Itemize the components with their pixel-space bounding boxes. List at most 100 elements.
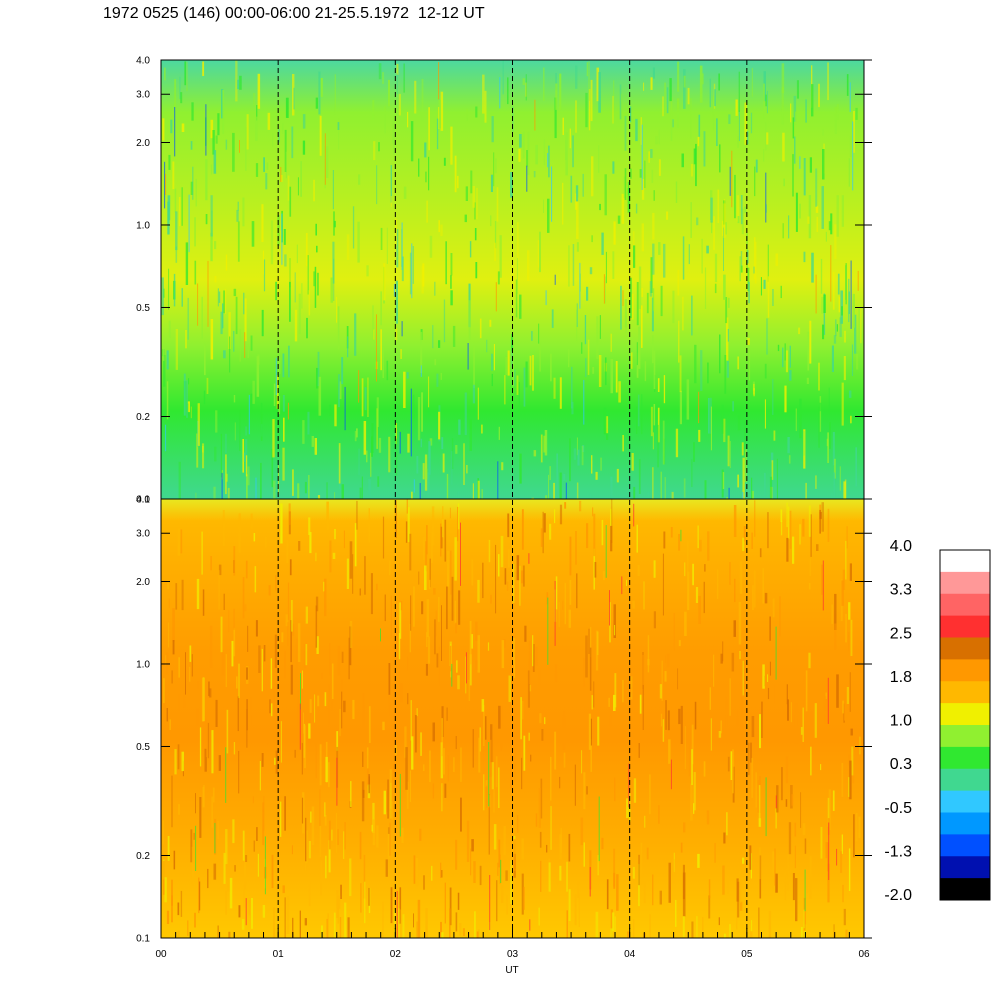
texture-streak — [352, 206, 355, 249]
texture-streak — [313, 271, 316, 287]
texture-streak — [195, 178, 197, 207]
texture-streak — [855, 812, 858, 842]
texture-streak — [816, 216, 819, 232]
texture-streak — [855, 447, 857, 487]
texture-streak — [266, 162, 269, 170]
texture-streak — [283, 229, 286, 245]
texture-streak — [827, 432, 829, 463]
texture-streak — [568, 349, 570, 368]
texture-streak — [821, 186, 824, 229]
texture-streak — [217, 925, 219, 938]
texture-streak — [505, 356, 508, 375]
texture-streak — [489, 875, 491, 931]
texture-streak — [462, 928, 465, 936]
texture-streak — [460, 797, 462, 832]
texture-streak — [718, 73, 720, 91]
texture-streak — [565, 482, 567, 499]
texture-streak — [412, 394, 415, 419]
texture-streak — [470, 848, 472, 876]
texture-streak — [380, 291, 382, 326]
texture-streak — [617, 215, 621, 224]
texture-streak — [244, 298, 247, 342]
texture-streak — [748, 281, 750, 304]
texture-streak — [595, 471, 598, 480]
texture-streak — [622, 290, 624, 306]
texture-streak — [410, 388, 412, 457]
texture-streak — [843, 908, 846, 926]
texture-streak — [227, 487, 230, 499]
texture-streak — [398, 633, 401, 660]
texture-streak — [722, 641, 724, 662]
texture-streak — [662, 96, 664, 117]
texture-streak — [784, 871, 787, 901]
texture-streak — [620, 285, 622, 330]
texture-streak — [424, 142, 427, 158]
texture-streak — [743, 647, 745, 690]
texture-streak — [386, 360, 389, 381]
texture-streak — [251, 898, 253, 929]
texture-streak — [237, 696, 239, 732]
y-tick-label: 0.1 — [136, 934, 150, 945]
texture-streak — [742, 457, 745, 499]
texture-streak — [860, 309, 862, 344]
texture-streak — [810, 711, 813, 755]
texture-streak — [695, 587, 699, 603]
y-tick-label: 2.0 — [136, 577, 150, 588]
texture-streak — [378, 63, 382, 80]
texture-streak — [396, 63, 399, 75]
texture-streak — [803, 897, 806, 931]
texture-streak — [550, 806, 552, 850]
texture-streak — [384, 106, 386, 134]
texture-streak — [516, 555, 520, 581]
texture-streak — [425, 908, 428, 938]
texture-streak — [479, 318, 482, 339]
texture-streak — [740, 696, 743, 738]
texture-streak — [822, 560, 824, 611]
texture-streak — [565, 132, 568, 176]
texture-streak — [390, 196, 392, 208]
texture-streak — [233, 742, 236, 755]
texture-streak — [354, 431, 357, 442]
texture-streak — [298, 293, 301, 335]
texture-streak — [628, 763, 630, 808]
texture-streak — [714, 253, 718, 283]
y-tick-label: 4.0 — [136, 56, 150, 67]
texture-streak — [663, 243, 666, 278]
texture-streak — [319, 115, 322, 156]
texture-streak — [682, 236, 685, 280]
texture-streak — [828, 789, 831, 831]
texture-streak — [469, 620, 472, 665]
texture-streak — [693, 803, 695, 814]
texture-streak — [516, 375, 519, 395]
texture-streak — [550, 756, 552, 801]
texture-streak — [857, 270, 859, 291]
texture-streak — [376, 165, 378, 205]
texture-streak — [292, 917, 294, 938]
texture-streak — [775, 626, 777, 680]
texture-streak — [373, 141, 376, 161]
texture-streak — [362, 693, 365, 733]
texture-streak — [181, 123, 185, 132]
texture-streak — [245, 127, 247, 171]
texture-streak — [643, 82, 645, 91]
texture-streak — [164, 67, 166, 81]
texture-streak — [485, 785, 488, 808]
texture-streak — [301, 283, 303, 309]
texture-streak — [714, 89, 716, 107]
texture-streak — [744, 449, 747, 483]
texture-streak — [852, 293, 855, 328]
texture-streak — [428, 107, 430, 151]
texture-streak — [640, 117, 642, 145]
texture-streak — [849, 760, 852, 800]
texture-streak — [429, 558, 431, 588]
colorbar-label: 2.5 — [890, 625, 912, 642]
texture-streak — [610, 909, 613, 938]
texture-streak — [850, 415, 852, 424]
texture-streak — [769, 616, 771, 641]
texture-streak — [649, 774, 651, 815]
texture-streak — [789, 510, 792, 549]
texture-streak — [788, 455, 791, 464]
texture-streak — [303, 712, 304, 734]
texture-streak — [368, 508, 370, 543]
texture-streak — [442, 453, 445, 473]
